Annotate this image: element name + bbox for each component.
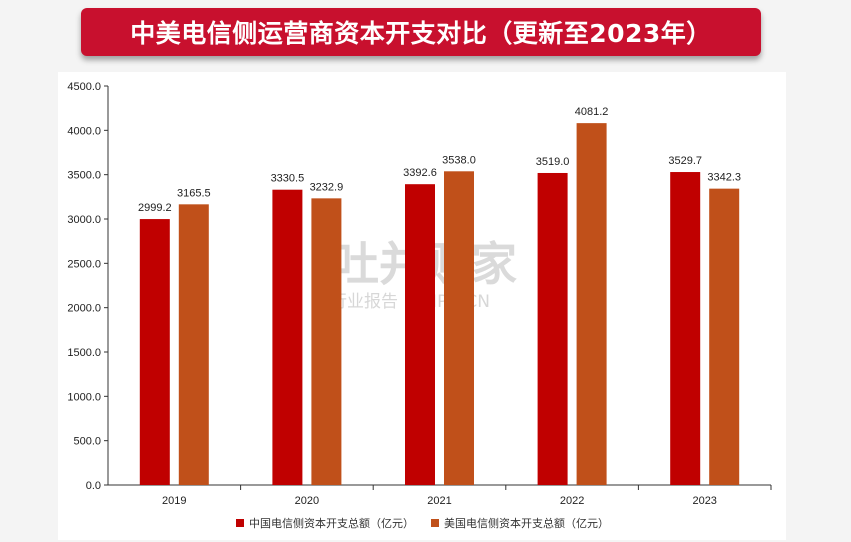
y-tick-label: 3000.0 bbox=[67, 214, 101, 226]
bar-usa bbox=[576, 123, 607, 485]
chart-title: 中美电信侧运营商资本开支对比（更新至2023年） bbox=[130, 19, 712, 48]
legend-label: 美国电信侧资本开支总额（亿元） bbox=[444, 516, 609, 530]
y-tick-label: 500.0 bbox=[73, 436, 101, 448]
x-tick-label: 2023 bbox=[692, 495, 716, 507]
chart-area: 吐并购家行业报告 IPOIPO.CN0.0500.01000.01500.020… bbox=[58, 72, 786, 540]
y-tick-label: 4000.0 bbox=[67, 125, 101, 137]
y-tick-label: 1000.0 bbox=[67, 391, 101, 403]
x-tick-label: 2019 bbox=[162, 495, 186, 507]
data-label: 3342.3 bbox=[707, 172, 741, 184]
data-label: 3519.0 bbox=[536, 156, 570, 168]
title-banner: 中美电信侧运营商资本开支对比（更新至2023年） bbox=[81, 8, 761, 56]
y-tick-label: 3500.0 bbox=[67, 170, 101, 182]
data-label: 3392.6 bbox=[403, 167, 437, 179]
bar-china bbox=[139, 219, 170, 486]
data-label: 3165.5 bbox=[177, 187, 211, 199]
data-label: 4081.2 bbox=[575, 106, 609, 118]
y-tick-label: 2500.0 bbox=[67, 258, 101, 270]
x-tick-label: 2021 bbox=[427, 495, 451, 507]
bar-china bbox=[405, 184, 435, 486]
legend-swatch bbox=[431, 519, 439, 527]
y-tick-label: 4500.0 bbox=[67, 81, 101, 93]
bar-usa bbox=[709, 188, 740, 485]
y-tick-label: 2000.0 bbox=[67, 303, 101, 315]
bar-usa bbox=[311, 198, 342, 485]
bar-china bbox=[272, 189, 303, 485]
data-label: 3330.5 bbox=[271, 173, 305, 185]
x-tick-label: 2020 bbox=[295, 495, 319, 507]
bar-china bbox=[670, 172, 701, 485]
bar-china bbox=[537, 172, 568, 485]
data-label: 3529.7 bbox=[668, 155, 702, 167]
x-tick-label: 2022 bbox=[560, 495, 584, 507]
data-label: 3538.0 bbox=[442, 154, 476, 166]
legend-swatch bbox=[236, 519, 244, 527]
data-label: 2999.2 bbox=[138, 202, 172, 214]
legend-label: 中国电信侧资本开支总额（亿元） bbox=[249, 516, 414, 530]
bar-usa bbox=[444, 171, 474, 485]
y-tick-label: 1500.0 bbox=[67, 347, 101, 359]
bar-chart: 吐并购家行业报告 IPOIPO.CN0.0500.01000.01500.020… bbox=[67, 81, 772, 530]
data-label: 3232.9 bbox=[310, 181, 344, 193]
y-tick-label: 0.0 bbox=[86, 480, 101, 492]
bar-usa bbox=[178, 204, 209, 485]
